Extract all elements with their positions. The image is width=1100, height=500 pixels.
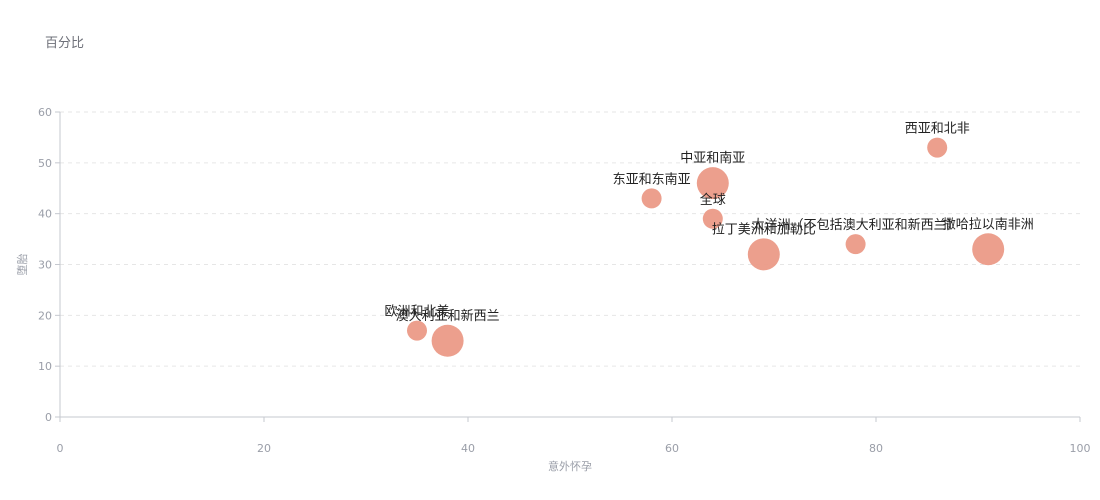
data-point (407, 320, 427, 341)
data-point (431, 324, 464, 357)
x-axis-title: 意外怀孕 (548, 459, 592, 473)
point-label: 中亚和南亚 (680, 150, 745, 166)
x-tick-label: 40 (461, 442, 475, 455)
y-tick-label: 60 (38, 106, 52, 119)
y-tick-label: 30 (38, 259, 52, 272)
x-tick-label: 0 (57, 442, 64, 455)
point-label: 东亚和东南亚 (613, 171, 691, 187)
chart-title: 百分比 (45, 36, 85, 51)
point-label: 澳大利亚和新西兰 (396, 308, 500, 324)
x-tick-label: 100 (1070, 442, 1091, 455)
y-axis-title: 堕胎 (15, 254, 29, 276)
point-label: 全球 (700, 192, 726, 208)
point-label: 大洋洲（不包括澳大利亚和新西兰） (752, 217, 960, 233)
data-point (845, 234, 866, 255)
data-point (696, 167, 729, 200)
x-tick-label: 60 (665, 442, 679, 455)
y-tick-label: 50 (38, 157, 52, 170)
data-point (641, 188, 662, 209)
point-label: 欧洲和北美 (384, 305, 449, 320)
y-tick-label: 20 (38, 309, 52, 322)
y-tick-label: 40 (38, 208, 52, 221)
x-tick-label: 20 (257, 442, 271, 455)
point-label: 撒哈拉以南非洲 (943, 216, 1034, 232)
data-point (972, 233, 1005, 266)
point-label: 拉丁美洲和加勒比 (712, 222, 816, 237)
x-tick-label: 80 (869, 442, 883, 455)
y-tick-label: 10 (38, 360, 52, 373)
point-label: 西亚和北非 (905, 122, 970, 137)
data-point (702, 208, 723, 229)
data-point (927, 137, 948, 158)
data-point (747, 238, 780, 271)
y-tick-label: 0 (45, 411, 52, 424)
